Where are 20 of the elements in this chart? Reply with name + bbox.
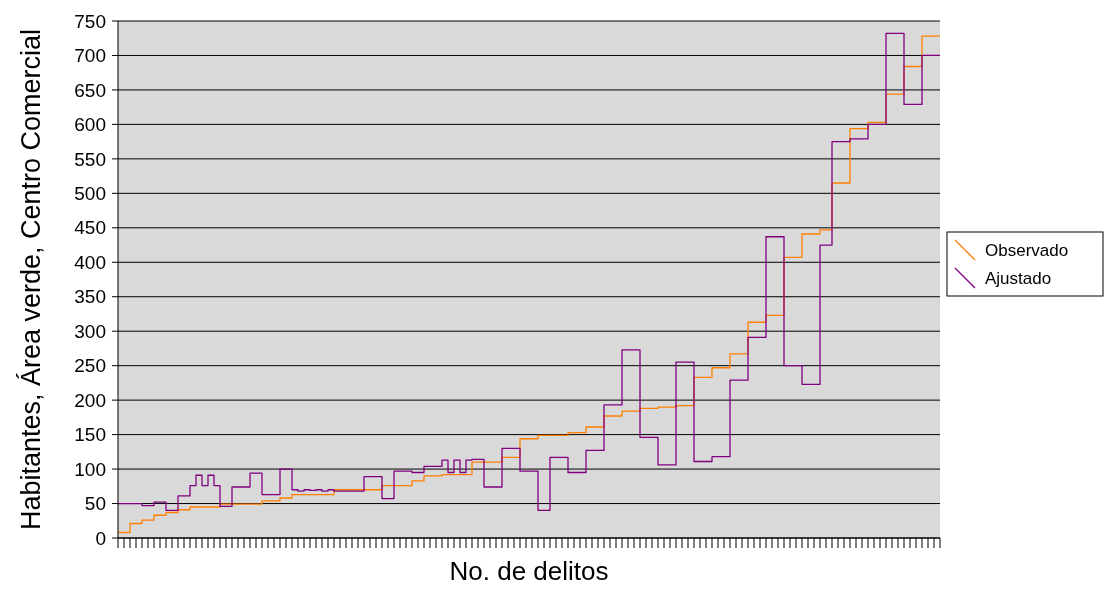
y-tick-label: 550 (74, 148, 106, 170)
y-tick-label: 150 (74, 424, 106, 446)
y-tick-label: 200 (74, 389, 106, 411)
y-tick-label: 0 (95, 527, 106, 549)
legend-label: Observado (985, 240, 1069, 260)
x-axis-title: No. de delitos (449, 556, 609, 586)
y-tick-label: 300 (74, 320, 106, 342)
y-tick-label: 250 (74, 355, 106, 377)
y-tick-label: 500 (74, 182, 106, 204)
y-tick-label: 450 (74, 217, 106, 239)
y-axis-title: Habitantes, Área verde, Centro Comercial (16, 28, 46, 531)
legend-label: Ajustado (985, 268, 1052, 288)
y-tick-label: 700 (74, 45, 106, 67)
y-tick-label: 400 (74, 251, 106, 273)
y-tick-label: 600 (74, 114, 106, 136)
y-tick-label: 50 (84, 493, 106, 515)
y-tick-label: 750 (74, 10, 106, 32)
y-tick-label: 650 (74, 79, 106, 101)
y-tick-label: 350 (74, 286, 106, 308)
y-tick-label: 100 (74, 458, 106, 480)
